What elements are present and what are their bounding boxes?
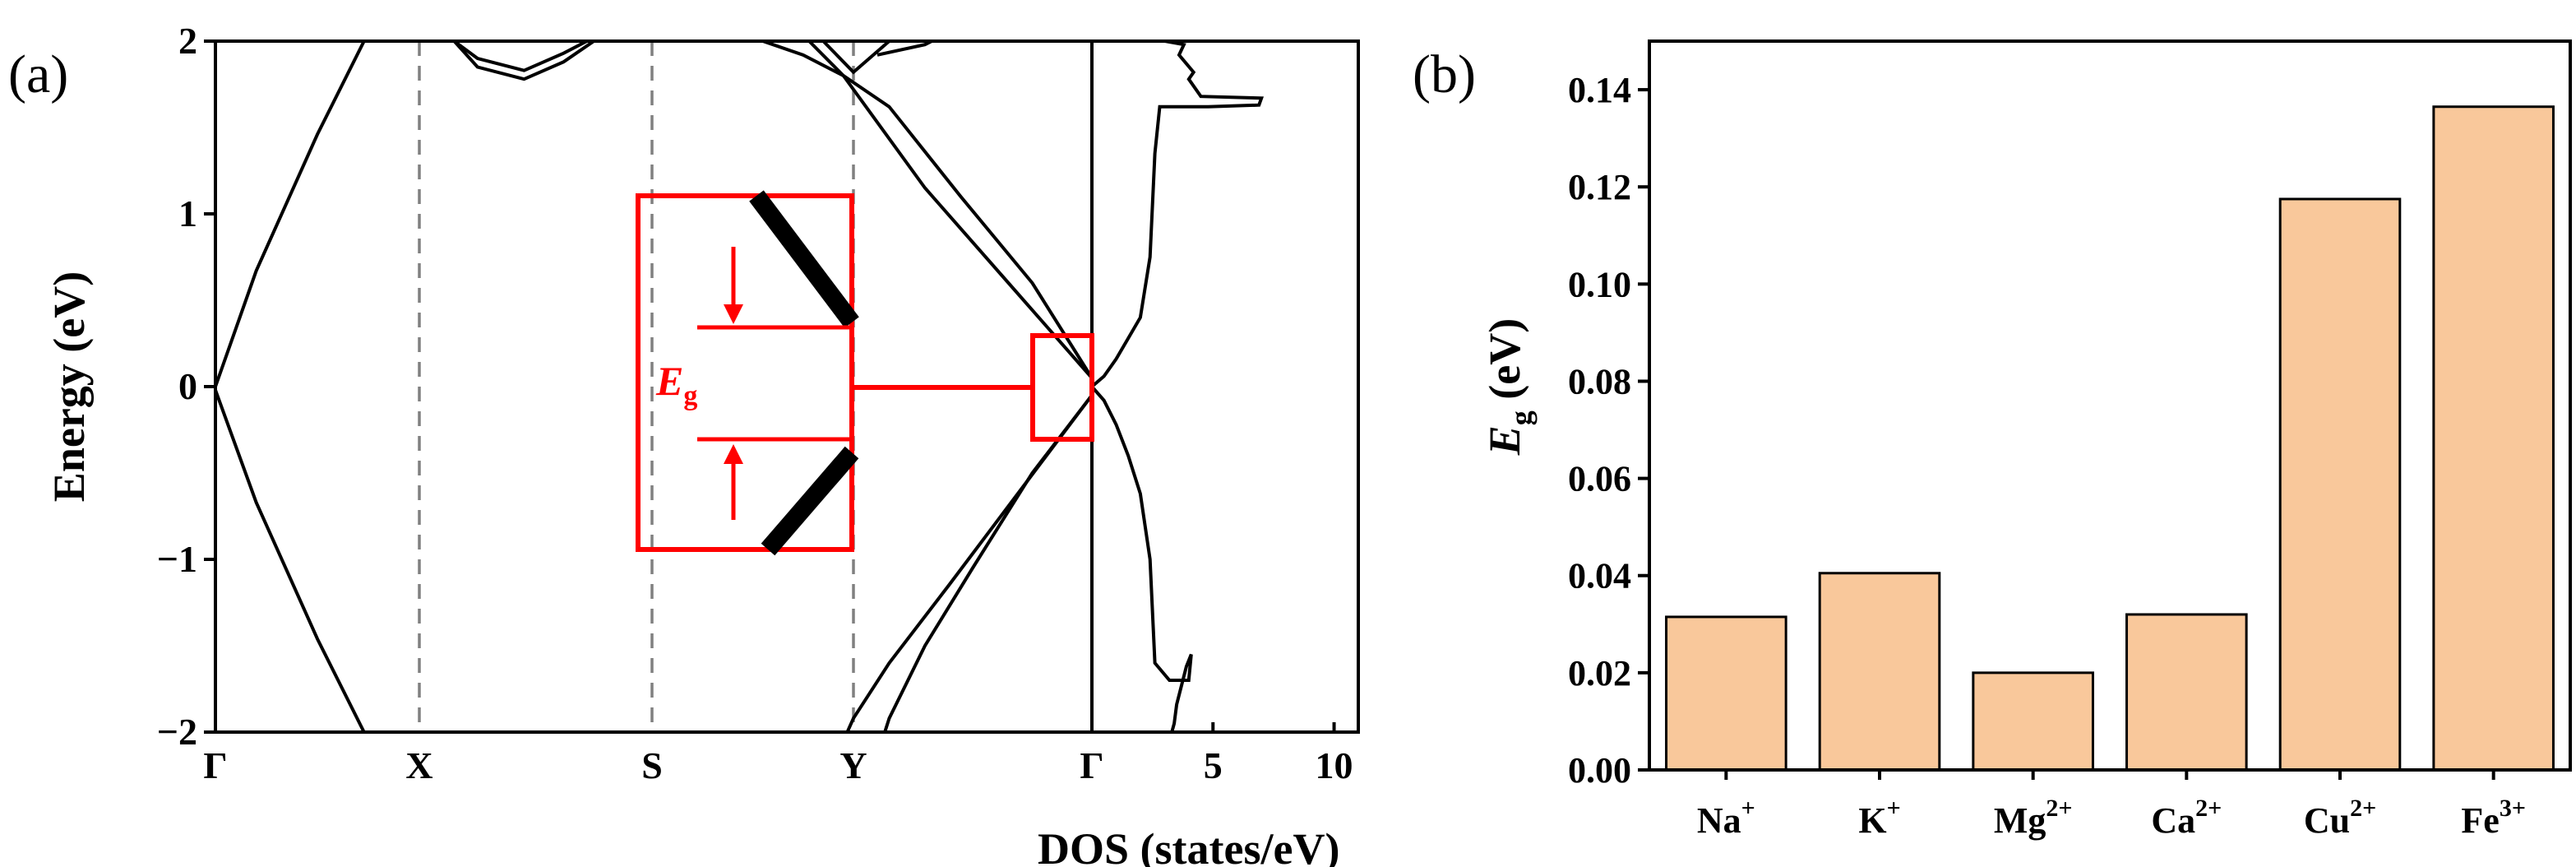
- inset-eg-label: Eg: [655, 358, 697, 411]
- panel-b-xtick-label: K+: [1858, 795, 1900, 841]
- band-5: [762, 41, 1094, 379]
- gap-zoom-box: [1030, 333, 1094, 442]
- bar-na: [1665, 615, 1787, 772]
- bar-mg: [1972, 671, 2094, 772]
- dos-curve-upper: [1090, 41, 1265, 388]
- panel-a-ytick-label: 0: [178, 365, 197, 407]
- panel-b-label: (b): [1413, 44, 1476, 104]
- panel-a-dos-tick-label: 10: [1316, 744, 1353, 786]
- panel-a-ytick-label: 1: [178, 192, 197, 234]
- panel-a-kpoint-label: Γ: [1080, 744, 1103, 786]
- dos-curve-lower: [1090, 385, 1193, 732]
- panel-a-ytick-label: −1: [157, 538, 197, 580]
- band-10: [883, 394, 1094, 732]
- panel-a-kpoint-label: Y: [839, 744, 867, 786]
- panel-a-dos-xlabel: DOS (states/eV): [1038, 824, 1339, 867]
- panel-b: (b) Eg (eV) 0.00 0.02 0.04 0.06 0.08 0.10 0.12…: [1413, 39, 2572, 841]
- bar-ca: [2125, 613, 2248, 772]
- band-9: [845, 394, 1094, 732]
- panel-a-kpoint-label: Γ: [203, 744, 227, 786]
- panel-b-ytick-label: 0.12: [1568, 167, 1631, 207]
- panel-b-ytick-label: 0.00: [1568, 750, 1631, 790]
- panel-b-ytick-label: 0.10: [1568, 264, 1631, 304]
- panel-b-ytick-label: 0.08: [1568, 361, 1631, 401]
- band-6: [807, 41, 1094, 379]
- bar-fe: [2432, 105, 2555, 772]
- inset-arrow-down-head: [724, 304, 743, 324]
- panel-a: (a) Energy (eV) 210−1−2 Γ X S Y Γ 5 10 Eg DOS …: [8, 20, 1360, 867]
- panel-a-kpoint-label: S: [641, 744, 663, 786]
- panel-a-bands: [215, 41, 1094, 732]
- gap-inset: Eg: [636, 190, 1094, 556]
- panel-b-yticks: 0.00 0.02 0.04 0.06 0.08 0.10 0.12 0.14: [1568, 70, 1649, 790]
- band-3: [452, 41, 595, 81]
- panel-a-ytick-label: 2: [178, 20, 197, 62]
- panel-a-label: (a): [8, 44, 68, 104]
- panel-b-xtick-label: Cu2+: [2304, 795, 2376, 841]
- panel-a-ytick-label: −2: [157, 711, 197, 753]
- band-1: [215, 41, 366, 387]
- panel-b-xtick-label: Ca2+: [2151, 795, 2222, 841]
- band-2: [215, 389, 366, 732]
- inset-band-lower: [761, 446, 859, 556]
- panel-b-bars: [1665, 105, 2555, 772]
- panel-b-ytick-label: 0.14: [1568, 70, 1631, 110]
- band-7: [821, 41, 890, 75]
- panel-a-yticks: 2 1 0 −1 −2: [157, 20, 215, 753]
- inset-band-upper: [749, 190, 859, 328]
- panel-a-dos: [1090, 41, 1265, 732]
- inset-arrow-up-head: [724, 444, 743, 464]
- panel-b-xtick-label: Na+: [1697, 795, 1755, 841]
- panel-b-ytick-label: 0.02: [1568, 653, 1631, 693]
- bar-k: [1818, 572, 1941, 772]
- panel-b-ytick-label: 0.04: [1568, 556, 1631, 596]
- band-8: [876, 41, 936, 57]
- panel-a-dos-tick-label: 5: [1204, 744, 1223, 786]
- panel-b-xtick-label: Mg2+: [1994, 795, 2073, 841]
- panel-a-kpoint-label: X: [405, 744, 432, 786]
- panel-b-ytick-label: 0.06: [1568, 459, 1631, 499]
- bar-cu: [2278, 197, 2402, 772]
- panel-b-frame: [1648, 39, 2572, 772]
- inset-box: [636, 193, 854, 552]
- band-4: [453, 41, 588, 72]
- panel-a-ylabel: Energy (eV): [44, 271, 94, 502]
- panel-b-xticks: Na+ K+ Mg2+ Ca2+ Cu2+ Fe3+: [1697, 770, 2526, 841]
- panel-a-frame: [214, 39, 1360, 734]
- panel-b-xtick-label: Fe3+: [2461, 795, 2526, 841]
- panel-b-ylabel: Eg (eV): [1480, 318, 1538, 456]
